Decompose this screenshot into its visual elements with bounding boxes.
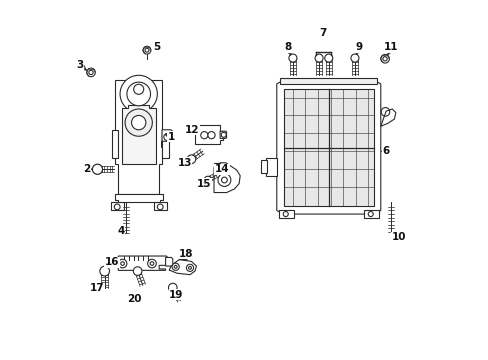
Text: 2: 2 — [83, 164, 90, 174]
Circle shape — [150, 262, 153, 265]
Text: 3: 3 — [76, 60, 83, 70]
Circle shape — [221, 132, 226, 137]
Circle shape — [350, 54, 358, 62]
Polygon shape — [115, 80, 162, 194]
Text: 16: 16 — [104, 257, 119, 267]
Text: 15: 15 — [197, 179, 211, 189]
Circle shape — [126, 82, 150, 106]
Polygon shape — [214, 163, 220, 167]
Polygon shape — [214, 163, 240, 193]
Circle shape — [288, 54, 296, 62]
Polygon shape — [284, 89, 373, 206]
Circle shape — [201, 132, 207, 139]
Text: 18: 18 — [179, 248, 193, 258]
Polygon shape — [278, 211, 293, 218]
Text: 5: 5 — [153, 42, 160, 52]
Polygon shape — [265, 158, 276, 176]
Text: 9: 9 — [355, 42, 362, 52]
Polygon shape — [169, 260, 196, 275]
Circle shape — [133, 84, 143, 94]
Circle shape — [86, 68, 95, 77]
Polygon shape — [179, 257, 187, 260]
Polygon shape — [220, 131, 226, 138]
Circle shape — [172, 263, 179, 270]
Circle shape — [283, 212, 287, 217]
Polygon shape — [162, 130, 172, 148]
Polygon shape — [195, 126, 223, 144]
Circle shape — [133, 267, 142, 275]
Polygon shape — [122, 105, 155, 164]
Circle shape — [142, 46, 151, 54]
Circle shape — [125, 109, 152, 136]
Circle shape — [144, 48, 149, 52]
Circle shape — [100, 266, 109, 276]
Circle shape — [118, 259, 126, 268]
Circle shape — [157, 204, 163, 210]
Circle shape — [121, 262, 124, 265]
Polygon shape — [165, 257, 172, 266]
Polygon shape — [260, 160, 266, 173]
Polygon shape — [115, 194, 163, 202]
Circle shape — [89, 70, 93, 75]
Circle shape — [120, 75, 157, 113]
Text: 7: 7 — [319, 28, 326, 38]
Circle shape — [324, 54, 332, 62]
Circle shape — [207, 132, 215, 139]
Circle shape — [314, 54, 323, 62]
Text: 6: 6 — [382, 146, 389, 156]
Circle shape — [92, 164, 102, 174]
Text: 20: 20 — [127, 294, 142, 304]
Polygon shape — [112, 130, 118, 158]
Circle shape — [187, 155, 195, 163]
Polygon shape — [111, 202, 124, 211]
Text: 11: 11 — [384, 42, 398, 52]
Circle shape — [92, 165, 102, 174]
Circle shape — [147, 259, 156, 268]
Circle shape — [188, 266, 191, 269]
Polygon shape — [280, 78, 376, 84]
Text: 13: 13 — [177, 158, 191, 168]
Text: 10: 10 — [391, 232, 405, 242]
Polygon shape — [162, 130, 169, 158]
Circle shape — [382, 57, 386, 61]
Circle shape — [218, 174, 230, 186]
Circle shape — [380, 54, 388, 63]
Polygon shape — [363, 211, 378, 218]
Circle shape — [174, 265, 177, 268]
Circle shape — [367, 212, 372, 217]
Polygon shape — [154, 202, 167, 211]
Text: 19: 19 — [169, 290, 183, 300]
Polygon shape — [276, 80, 380, 218]
Circle shape — [163, 134, 171, 140]
Circle shape — [203, 176, 211, 184]
Circle shape — [131, 116, 145, 130]
Text: 17: 17 — [90, 283, 104, 293]
Text: 8: 8 — [284, 42, 291, 52]
Text: 4: 4 — [117, 226, 124, 236]
Text: 12: 12 — [184, 125, 199, 135]
Polygon shape — [118, 256, 168, 270]
Circle shape — [221, 177, 227, 183]
Text: 1: 1 — [167, 132, 174, 142]
Circle shape — [186, 264, 193, 271]
Circle shape — [168, 283, 177, 292]
Text: 14: 14 — [214, 164, 229, 174]
Circle shape — [114, 204, 120, 210]
